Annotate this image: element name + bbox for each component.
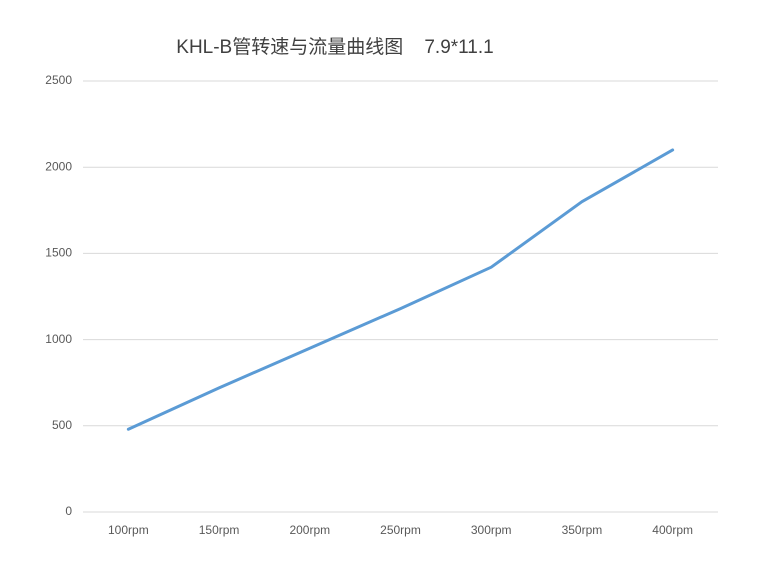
y-tick-label: 500 <box>52 418 72 432</box>
y-tick-label: 0 <box>65 504 72 518</box>
y-tick-label: 1000 <box>45 332 72 346</box>
y-tick-label: 2500 <box>45 73 72 87</box>
x-tick-label: 350rpm <box>562 523 603 537</box>
x-tick-label: 250rpm <box>380 523 421 537</box>
y-tick-label: 2000 <box>45 159 72 173</box>
data-line <box>126 148 675 431</box>
x-tick-label: 150rpm <box>199 523 240 537</box>
chart-title: KHL-B管转速与流量曲线图 7.9*11.1 <box>176 36 493 58</box>
x-tick-label: 200rpm <box>289 523 330 537</box>
x-tick-label: 300rpm <box>471 523 512 537</box>
y-tick-label: 1500 <box>45 246 72 260</box>
x-tick-label: 100rpm <box>108 523 149 537</box>
x-tick-label: 400rpm <box>652 523 693 537</box>
